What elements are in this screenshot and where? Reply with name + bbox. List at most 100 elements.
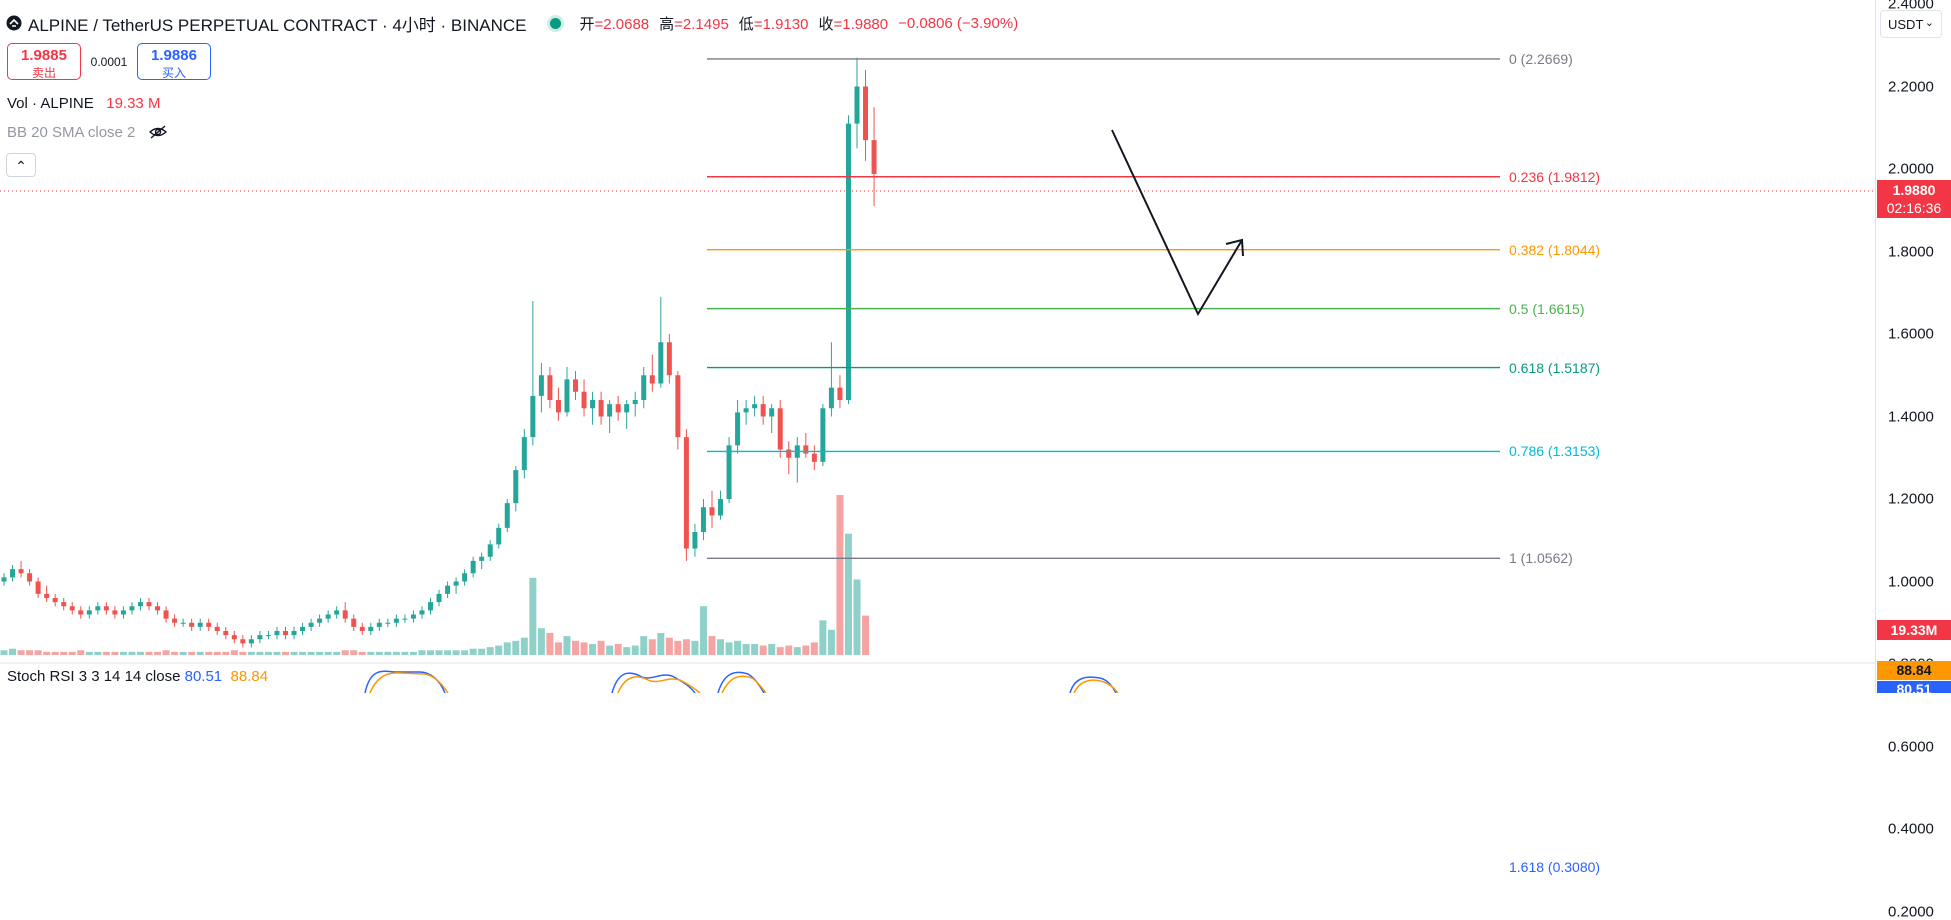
bb-legend-label: BB 20 SMA close 2 (7, 124, 136, 141)
candle-body (86, 610, 92, 615)
candle-body (137, 602, 143, 607)
forecast-path (1111, 129, 1243, 317)
volume-bar (751, 643, 759, 655)
candle-body (155, 606, 161, 611)
volume-bar (230, 650, 238, 655)
candle-body (675, 375, 681, 438)
candle-body (445, 585, 451, 594)
candle-body (274, 631, 280, 636)
candle-body (709, 507, 715, 516)
volume-bar (316, 651, 324, 655)
volume-bar (802, 645, 810, 655)
fib-level-label: 0.618 (1.5187) (1509, 359, 1601, 376)
volume-bar (810, 642, 818, 655)
candle-body (760, 404, 766, 417)
price-axis-tick: 0.4000 (1888, 820, 1934, 838)
candle-body (854, 86, 860, 124)
candle-body (129, 606, 135, 611)
candle-body (769, 408, 775, 417)
candle-body (735, 412, 741, 446)
candle-body (598, 400, 604, 417)
volume-bar (256, 651, 264, 655)
candle-body (180, 622, 186, 624)
volume-bar (222, 651, 230, 655)
rsi-k-axis-label: 80.51 (1877, 681, 1951, 693)
candle-body (351, 618, 357, 627)
volume-bar (631, 645, 639, 655)
symbol-header: ALPINE / TetherUS PERPETUAL CONTRACT · 4… (0, 10, 1018, 36)
stoch-rsi-legend[interactable]: Stoch RSI 3 3 14 14 close 80.51 88.84 (7, 668, 268, 685)
volume-bar (469, 648, 477, 655)
volume-bar (554, 642, 562, 655)
eye-hidden-icon[interactable] (148, 124, 168, 140)
candle-body (803, 445, 809, 454)
collapse-legend-button[interactable]: ⌃ (6, 153, 36, 177)
volume-bar (247, 651, 255, 655)
current-price-value: 1.9880 (1892, 182, 1936, 198)
volume-bar (68, 651, 76, 655)
candle-body (692, 532, 698, 549)
bb-legend[interactable]: BB 20 SMA close 2 (7, 124, 168, 141)
candle-body (530, 395, 536, 438)
volume-bar (853, 579, 861, 655)
candle-body (436, 593, 442, 603)
candle-body (479, 556, 485, 561)
price-axis-tick: 0.6000 (1888, 738, 1934, 755)
candle-body (496, 527, 502, 545)
sell-price: 1.9885 (21, 47, 67, 64)
stoch-rsi-label: Stoch RSI 3 3 14 14 close (7, 668, 181, 685)
volume-bar (299, 651, 307, 655)
sell-button[interactable]: 1.9885 卖出 (7, 43, 81, 80)
volume-bar (51, 651, 59, 655)
volume-bar (537, 628, 545, 655)
candle-body (632, 400, 638, 405)
candle-body (146, 602, 152, 607)
volume-bar (657, 632, 665, 655)
volume-bar (793, 647, 801, 655)
volume-bar (367, 651, 375, 655)
candle-body (573, 379, 579, 392)
price-axis-tick: 1.0000 (1888, 573, 1934, 590)
candle-body (257, 635, 263, 640)
volume-bar (623, 647, 631, 655)
symbol-title[interactable]: ALPINE / TetherUS PERPETUAL CONTRACT · 4… (28, 15, 527, 35)
candle-body (189, 622, 195, 627)
candle-body (69, 606, 75, 611)
bar-countdown: 02:16:36 (1886, 200, 1942, 216)
currency-selector[interactable]: USDT ⌄ (1880, 10, 1942, 38)
candle-body (61, 602, 67, 607)
candle-body (103, 606, 109, 611)
volume-bar (273, 651, 281, 655)
volume-bar (341, 650, 349, 655)
volume-legend[interactable]: Vol · ALPINE 19.33 M (7, 95, 160, 112)
candle-body (811, 453, 817, 462)
price-chart[interactable] (0, 0, 1875, 693)
volume-bar (196, 651, 204, 655)
candle-body (163, 610, 169, 619)
candle-body (845, 123, 851, 400)
candle-body (1, 577, 7, 582)
candle-body (308, 622, 314, 627)
volume-bar (435, 650, 443, 655)
volume-bar (350, 650, 358, 655)
volume-bar (375, 651, 383, 655)
candle-body (410, 614, 416, 619)
candle-body (334, 610, 340, 615)
volume-bar (648, 639, 656, 655)
volume-bar (717, 639, 725, 655)
volume-bar (171, 651, 179, 655)
candle-body (683, 437, 689, 549)
price-axis-tick: 2.0000 (1888, 160, 1934, 178)
candle-body (359, 626, 365, 631)
current-price-label: 1.9880 02:16:36 (1877, 180, 1951, 218)
candle-body (197, 622, 203, 627)
volume-bar (94, 651, 102, 655)
volume-bar (682, 639, 690, 655)
buy-button[interactable]: 1.9886 买入 (137, 43, 211, 80)
price-axis[interactable]: 2.4000 2.2000 2.0000 1.8000 1.6000 1.4000 1.20… (1875, 0, 1951, 920)
candle-body (18, 569, 24, 574)
candle-body (27, 573, 33, 582)
volume-bar (358, 651, 366, 655)
candle-body (641, 375, 647, 400)
